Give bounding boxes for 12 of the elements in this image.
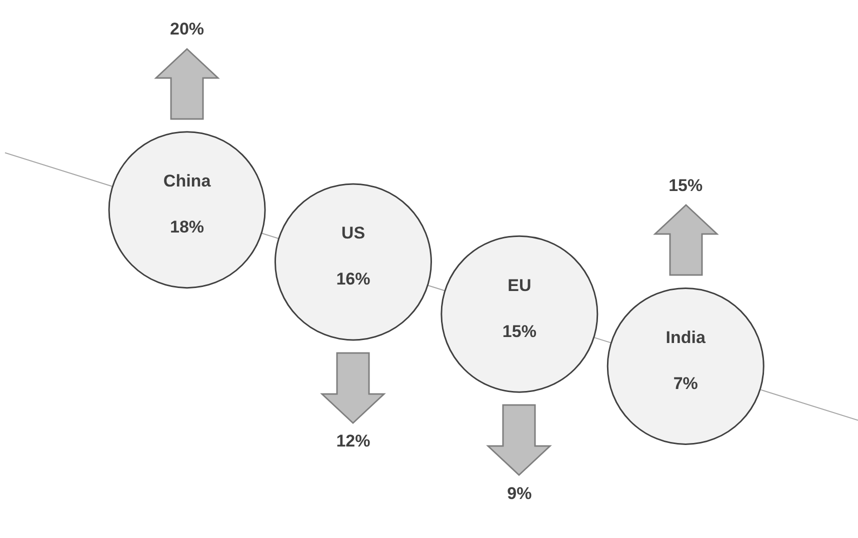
data-label: 20%: [170, 20, 204, 39]
data-label: 12%: [336, 432, 370, 451]
category-label: EU: [508, 276, 532, 295]
category-label: US: [341, 224, 366, 243]
category-label: China: [163, 172, 212, 191]
data-label: 15%: [668, 176, 703, 195]
data-label: 9%: [507, 484, 532, 503]
data-label: 16%: [336, 270, 370, 289]
data-label: 7%: [673, 374, 698, 393]
data-label: 18%: [170, 218, 204, 237]
category-label: India: [666, 328, 706, 347]
data-label: 15%: [502, 322, 536, 341]
